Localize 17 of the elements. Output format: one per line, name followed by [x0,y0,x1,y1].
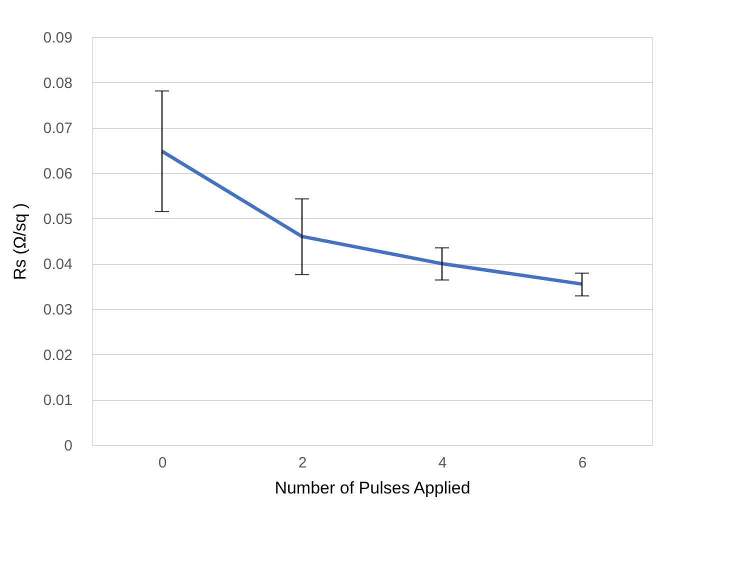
y-tick-label: 0.08 [43,74,72,92]
y-tick-label: 0.03 [43,302,72,318]
y-tick-label: 0.05 [43,210,72,228]
y-tick-label: 0.01 [43,392,72,410]
y-tick-label: 0.06 [43,166,72,182]
y-tick-label: 0 [64,438,72,454]
line-series [160,149,584,286]
y-tick-label: 0.04 [43,256,72,274]
x-tick-label: 6 [578,454,587,472]
y-tick-label: 0.09 [43,30,72,46]
y-axis-title: Rs (Ω/sq ) [10,203,30,280]
x-tick-label: 0 [158,454,167,472]
x-tick-label: 4 [438,454,447,472]
y-tick-label: 0.07 [43,120,72,138]
y-tick-label: 0.02 [43,346,72,364]
x-axis-title: Number of Pulses Applied [274,478,470,498]
x-tick-label: 2 [298,454,307,472]
